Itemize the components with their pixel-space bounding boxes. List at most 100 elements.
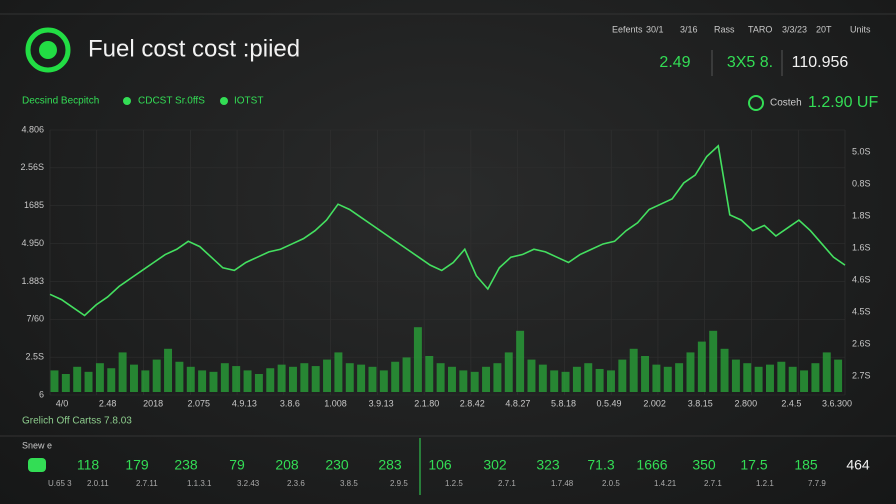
volume-bar <box>448 366 456 392</box>
volume-bar <box>834 359 843 392</box>
volume-bar <box>175 361 184 392</box>
volume-bar <box>504 352 513 392</box>
footer-label: 1.1.3.1 <box>187 479 212 488</box>
meta-label: Units <box>850 24 871 34</box>
volume-bar <box>95 363 104 392</box>
x-tick-label: 2.4.5 <box>781 398 801 408</box>
legend-label: Costeh <box>770 98 802 109</box>
footer-value: 302 <box>483 457 507 473</box>
x-tick-label: 3.8.6 <box>280 398 300 408</box>
x-tick-label: 2.8.42 <box>460 398 485 408</box>
volume-bar <box>232 366 241 392</box>
footer-value: 1666 <box>636 457 667 473</box>
volume-bar <box>800 370 809 392</box>
caption: Grelich Off Cartss 7.8.03 <box>22 416 132 427</box>
x-tick-label: 2.075 <box>187 398 210 408</box>
x-tick-label: 5.8.18 <box>551 398 576 408</box>
x-tick-label: 3.6.300 <box>822 398 852 408</box>
meta-label: TARO <box>748 24 772 34</box>
footer-label: 2.9.5 <box>390 479 408 488</box>
volume-bar <box>436 363 445 392</box>
footer-label: 2.3.6 <box>287 479 305 488</box>
volume-bar <box>50 370 59 392</box>
volume-bar <box>595 368 604 392</box>
volume-bar <box>277 364 286 392</box>
y-tick-label: 2.56S <box>20 162 44 172</box>
legend-item: Decsind Becpitch <box>22 96 99 107</box>
volume-bar <box>198 370 207 392</box>
footer-label: 1.4.21 <box>654 479 677 488</box>
volume-bar <box>368 366 377 392</box>
footer-value: 323 <box>536 457 560 473</box>
footer-label: 3.2.43 <box>237 479 260 488</box>
y-tick-label: 1685 <box>24 200 44 210</box>
footer-value: 179 <box>125 457 149 473</box>
footer-label: 2.7.11 <box>136 479 158 488</box>
y-tick-label: 6 <box>39 389 44 399</box>
legend-item: CDCST Sr.0ffS <box>138 96 205 107</box>
x-tick-label: 2.800 <box>735 398 758 408</box>
x-tick-label: 2.002 <box>643 398 666 408</box>
stat: 2.49 <box>659 54 690 71</box>
y2-tick-label: 4.6S <box>852 274 871 284</box>
meta-label: 3/16 <box>680 24 698 34</box>
footer-value: 208 <box>275 457 299 473</box>
footer-label: 3.8.5 <box>340 479 358 488</box>
volume-bar <box>300 363 309 392</box>
volume-bar <box>61 374 70 392</box>
title: Fuel cost cost :piied <box>88 35 300 62</box>
volume-bar <box>254 374 263 392</box>
legend-icon <box>220 97 228 105</box>
y-tick-label: 1.883 <box>21 276 44 286</box>
volume-bar <box>652 364 661 392</box>
x-tick-label: 4.8.27 <box>505 398 530 408</box>
legend-value: 1.2.90 UF <box>808 94 878 111</box>
meta-label: Eefents <box>612 24 643 34</box>
volume-bar <box>84 371 93 392</box>
volume-bar <box>720 348 729 392</box>
volume-bar <box>777 361 786 392</box>
legend-icon <box>123 97 131 105</box>
y-tick-label: 4.806 <box>21 124 44 134</box>
y2-tick-label: 5.0S <box>852 146 871 156</box>
volume-bar <box>607 370 615 392</box>
volume-bar <box>152 359 161 392</box>
x-tick-label: 2.1.80 <box>414 398 439 408</box>
footer-value: 71.3 <box>587 457 614 473</box>
footer-label: 2.0.5 <box>602 479 620 488</box>
volume-bar <box>413 327 422 392</box>
y2-tick-label: 4.5S <box>852 306 871 316</box>
meta-label: 30/1 <box>646 24 664 34</box>
footer-value: 238 <box>174 457 198 473</box>
y2-tick-label: 2.7S <box>852 370 871 380</box>
volume-bar <box>118 352 127 392</box>
footer-label: 1.7.48 <box>551 479 574 488</box>
x-tick-label: 1.008 <box>324 398 347 408</box>
volume-bar <box>345 363 354 392</box>
volume-bar <box>766 364 774 392</box>
stat: 3X5 8. <box>727 54 773 71</box>
volume-bar <box>788 366 797 392</box>
volume-bar <box>697 341 706 392</box>
volume-bar <box>663 366 672 392</box>
meta-label: 3/3/23 <box>782 24 807 34</box>
volume-bar <box>584 363 593 392</box>
volume-bar <box>402 357 411 392</box>
volume-bar <box>470 371 479 392</box>
footer-value: 17.5 <box>740 457 767 473</box>
footer-value: 464 <box>846 457 870 473</box>
volume-bar <box>459 370 468 392</box>
volume-bar <box>311 366 320 392</box>
volume-bar <box>709 330 718 392</box>
y-tick-label: 2.5S <box>25 352 44 362</box>
volume-bar <box>220 363 229 392</box>
volume-bar <box>243 370 252 392</box>
meta-label: Rass <box>714 24 735 34</box>
footer-value: 283 <box>378 457 402 473</box>
volume-bar <box>164 348 173 392</box>
logo <box>25 27 71 73</box>
footer-value: 118 <box>77 457 100 473</box>
footer-value: 230 <box>325 457 349 473</box>
price-line <box>49 144 846 317</box>
